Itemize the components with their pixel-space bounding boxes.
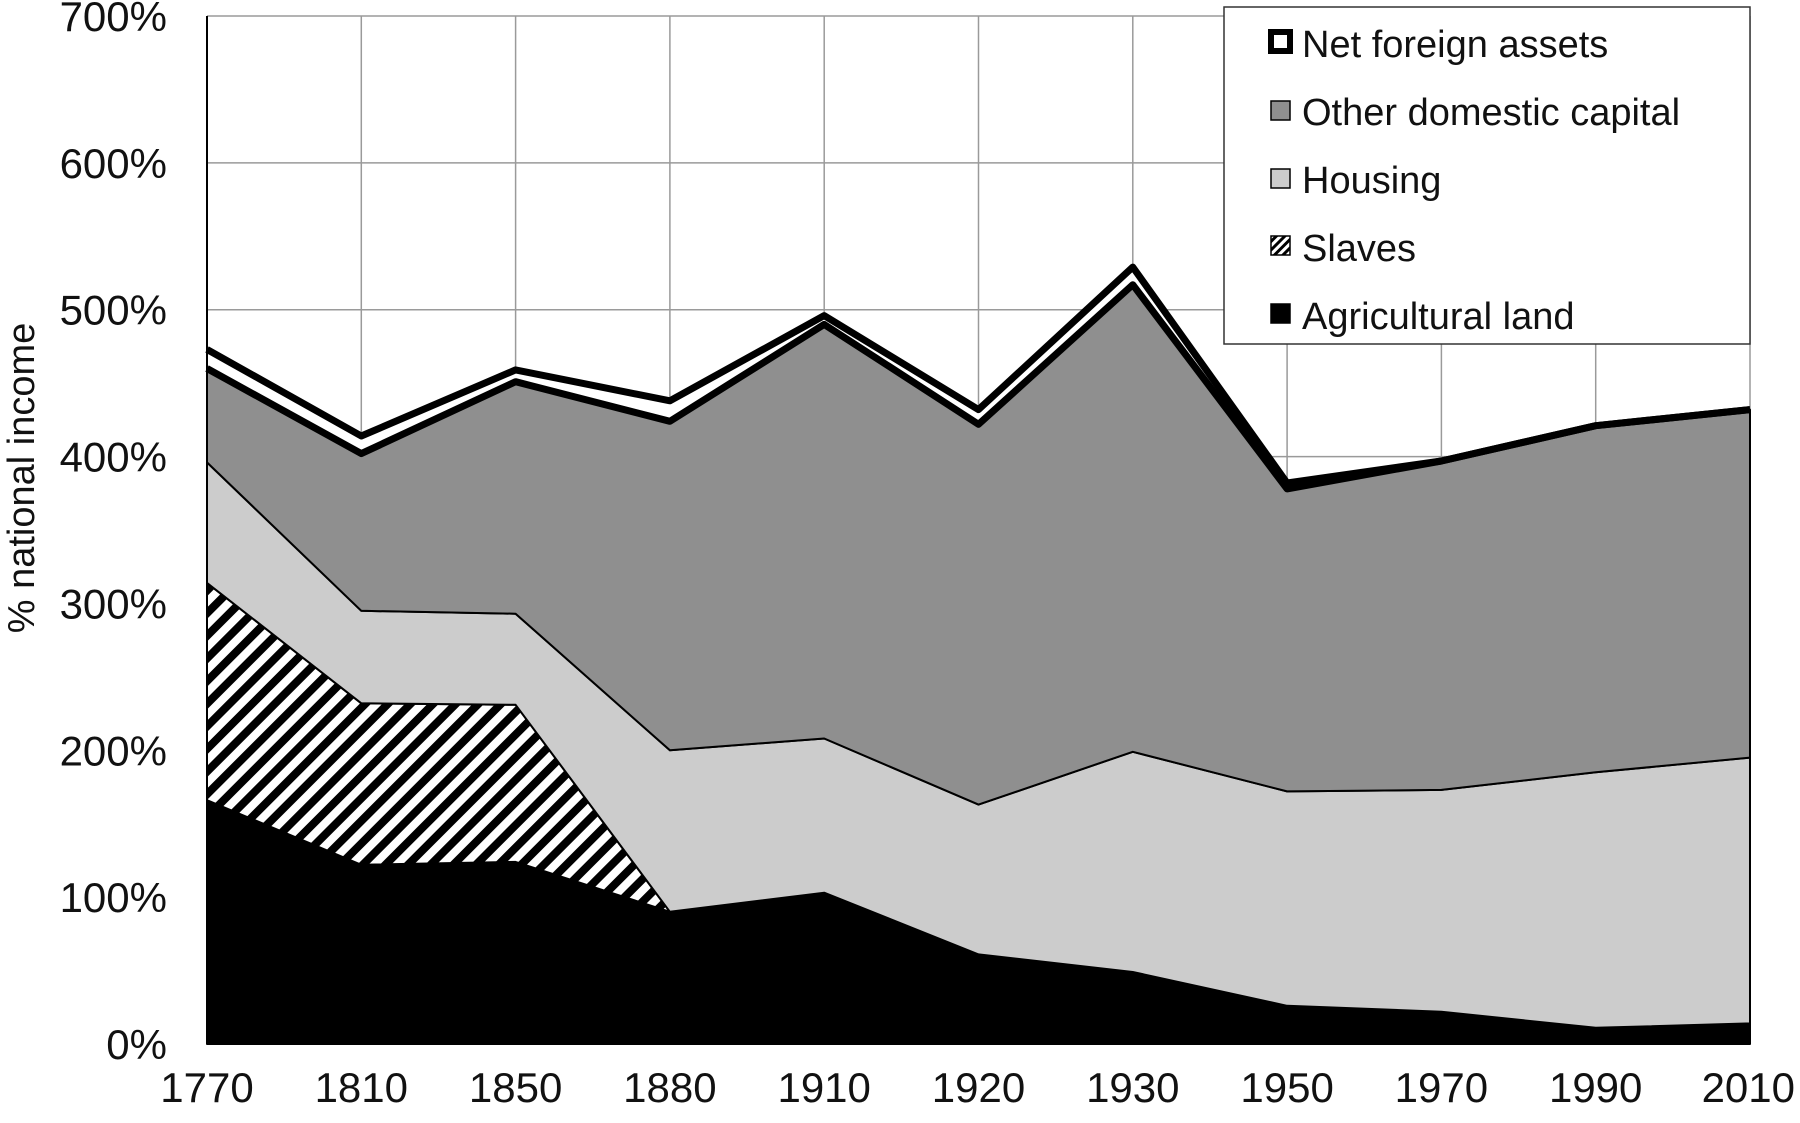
x-tick-label-1880: 1880 [623, 1064, 716, 1111]
x-tick-label-1930: 1930 [1086, 1064, 1179, 1111]
legend-swatch-housing [1270, 168, 1291, 189]
y-tick-label-4: 400% [60, 434, 167, 481]
area-layer [205, 263, 1751, 1045]
legend-label-other-domestic-capital: Other domestic capital [1302, 92, 1680, 134]
y-tick-label-0: 0% [106, 1021, 167, 1068]
y-tick-label-1: 100% [60, 874, 167, 921]
x-tick-label-1910: 1910 [777, 1064, 870, 1111]
line-net-foreign-assets-top [205, 263, 1751, 487]
legend-box [1223, 6, 1751, 345]
legend: Net foreign assets Other domestic capita… [1223, 6, 1751, 345]
legend-label-housing: Housing [1302, 160, 1441, 202]
legend-swatch-net-foreign-assets [1268, 29, 1293, 54]
x-tick-label-1990: 1990 [1549, 1064, 1642, 1111]
y-tick-label-5: 500% [60, 287, 167, 334]
x-tick-label-1920: 1920 [932, 1064, 1025, 1111]
y-tick-label-7: 700% [60, 0, 167, 40]
x-tick-label-1950: 1950 [1240, 1064, 1333, 1111]
x-tick-label-1850: 1850 [469, 1064, 562, 1111]
x-tick-label-2010: 2010 [1702, 1064, 1795, 1111]
legend-swatch-agricultural-land [1270, 303, 1291, 324]
legend-swatch-other-domestic-capital [1270, 100, 1291, 121]
x-tick-label-1770: 1770 [160, 1064, 253, 1111]
y-axis-label: % national income [1, 323, 43, 634]
area-net-foreign-assets [207, 267, 1750, 489]
x-tick-label-1810: 1810 [315, 1064, 408, 1111]
legend-swatch-slaves [1270, 235, 1291, 256]
y-tick-label-6: 600% [60, 140, 167, 187]
axes: 0% 100% 200% 300% 400% 500% 600% 700% 1770 1810 18… [60, 0, 1795, 1111]
x-tick-label-1970: 1970 [1395, 1064, 1488, 1111]
y-tick-label-3: 300% [60, 580, 167, 627]
legend-label-agricultural-land: Agricultural land [1302, 296, 1574, 338]
legend-label-net-foreign-assets: Net foreign assets [1302, 24, 1608, 66]
y-tick-label-2: 200% [60, 727, 167, 774]
legend-label-slaves: Slaves [1302, 228, 1416, 270]
